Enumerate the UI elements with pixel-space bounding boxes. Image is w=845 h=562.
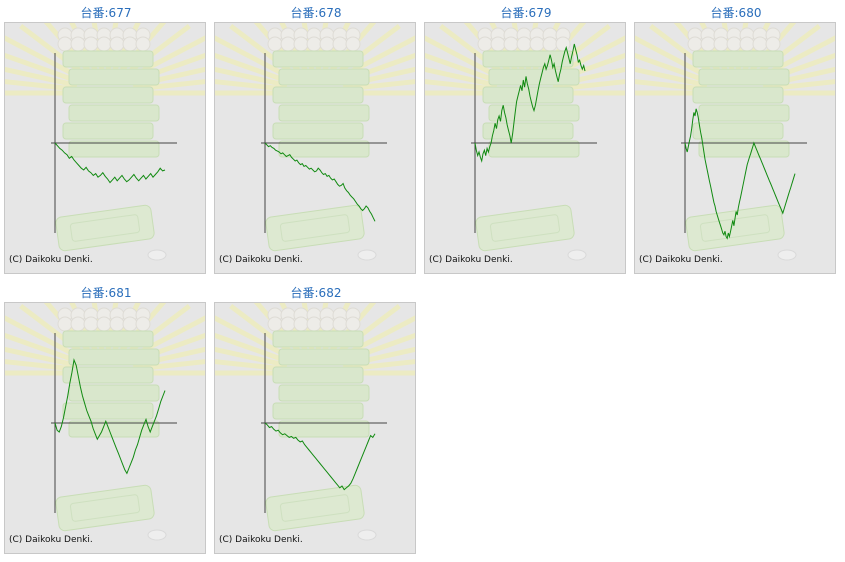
chart-panel-682: 台番:682 (C) Daikoku Denki.	[214, 280, 418, 556]
chart-frame: (C) Daikoku Denki.	[214, 22, 416, 274]
chart-frame: (C) Daikoku Denki.	[4, 302, 206, 554]
chart-frame: (C) Daikoku Denki.	[4, 22, 206, 274]
machine-title[interactable]: 台番:680	[710, 6, 762, 20]
machine-title[interactable]: 台番:679	[500, 6, 552, 20]
chart-frame: (C) Daikoku Denki.	[634, 22, 836, 274]
graph-svg	[635, 23, 835, 261]
background-art	[5, 23, 205, 261]
chart-panel-678: 台番:678 (C) Daikoku Denki.	[214, 0, 418, 276]
graph-svg	[425, 23, 625, 261]
copyright-text: (C) Daikoku Denki.	[9, 535, 93, 545]
background-art	[215, 23, 415, 261]
chart-panel-677: 台番:677 (C) Daikoku Denki.	[4, 0, 208, 276]
chart-frame: (C) Daikoku Denki.	[214, 302, 416, 554]
copyright-text: (C) Daikoku Denki.	[639, 255, 723, 265]
machine-title[interactable]: 台番:677	[80, 6, 132, 20]
series-line	[264, 422, 376, 491]
series-line	[54, 142, 166, 184]
copyright-text: (C) Daikoku Denki.	[219, 535, 303, 545]
machine-title[interactable]: 台番:678	[290, 6, 342, 20]
chart-panel-679: 台番:679 (C) Daikoku Denki.	[424, 0, 628, 276]
graph-svg	[215, 23, 415, 261]
chart-panel-681: 台番:681 (C) Daikoku Denki.	[4, 280, 208, 556]
background-art	[5, 303, 205, 541]
graph-svg	[5, 303, 205, 541]
machine-title[interactable]: 台番:681	[80, 286, 132, 300]
graph-svg	[215, 303, 415, 541]
series-line	[474, 43, 586, 163]
series-line	[264, 142, 376, 222]
copyright-text: (C) Daikoku Denki.	[429, 255, 513, 265]
background-art	[425, 23, 625, 261]
chart-panel-680: 台番:680 (C) Daikoku Denki.	[634, 0, 838, 276]
machine-title[interactable]: 台番:682	[290, 286, 342, 300]
series-line	[684, 108, 796, 240]
series-line	[54, 358, 166, 475]
background-art	[215, 303, 415, 541]
chart-frame: (C) Daikoku Denki.	[424, 22, 626, 274]
copyright-text: (C) Daikoku Denki.	[219, 255, 303, 265]
copyright-text: (C) Daikoku Denki.	[9, 255, 93, 265]
background-art	[635, 23, 835, 261]
graph-svg	[5, 23, 205, 261]
